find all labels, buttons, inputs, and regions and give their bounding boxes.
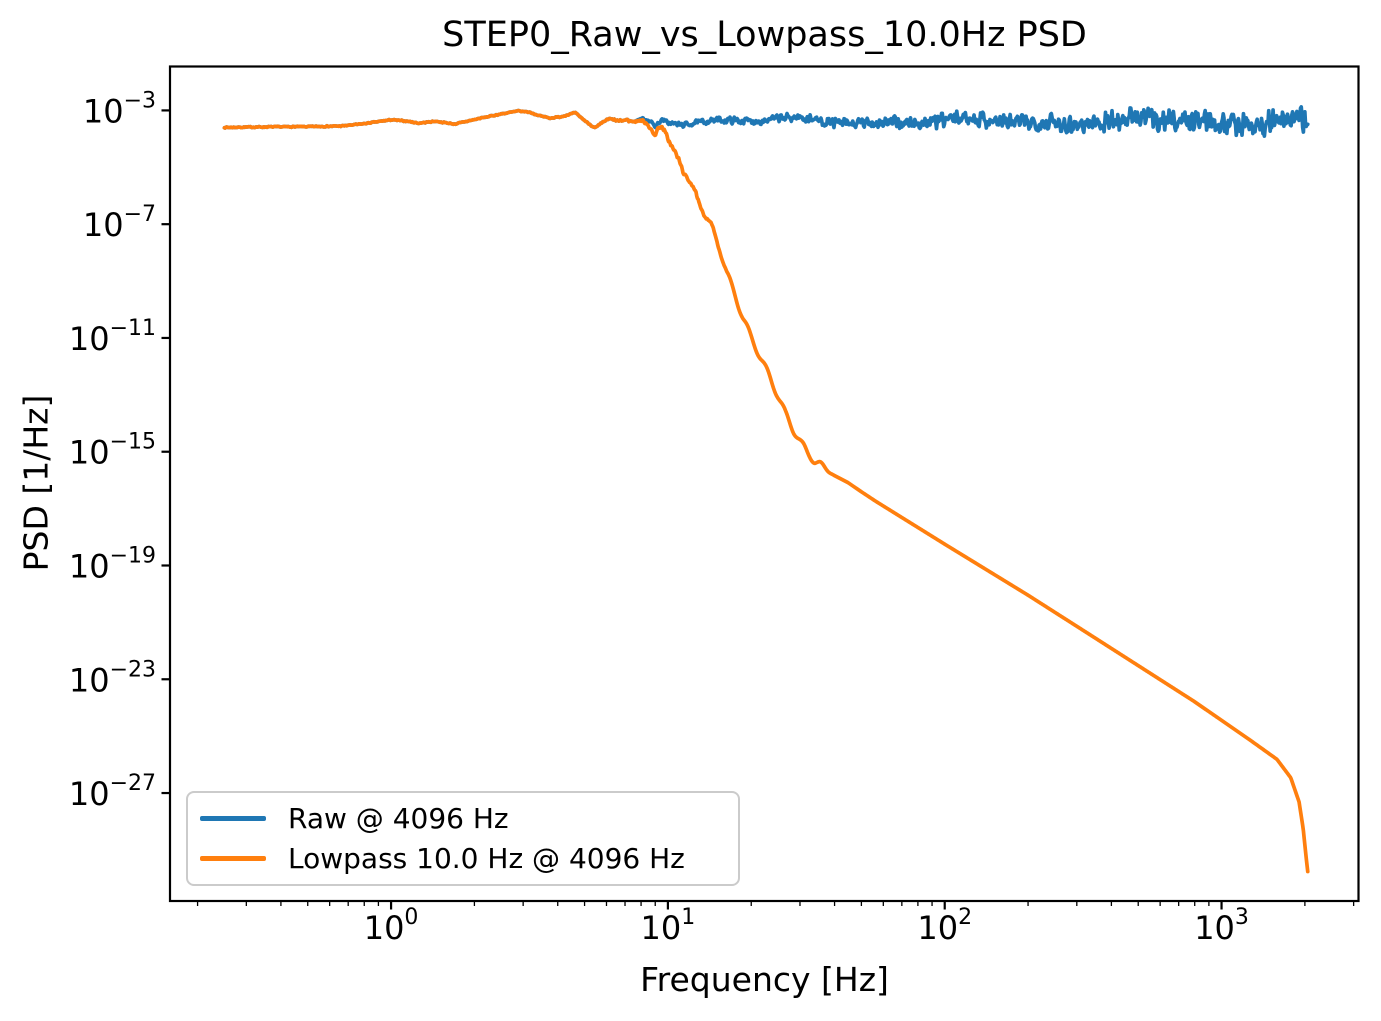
y-tick-label: 10−3 (83, 88, 156, 130)
y-tick-label: 10−7 (83, 202, 156, 244)
raw-series-swatch-line (200, 815, 266, 821)
y-tick-label: 10−15 (69, 430, 156, 472)
legend-label-lowpass: Lowpass 10.0 Hz @ 4096 Hz (288, 842, 685, 876)
x-tick-label: 102 (917, 905, 972, 947)
y-tick-label: 10−27 (69, 771, 156, 813)
lowpass-series-line (222, 108, 1310, 874)
plot-frame (168, 65, 1360, 903)
legend-row-lowpass: Lowpass 10.0 Hz @ 4096 Hz (188, 842, 738, 875)
y-tick-label: 10−23 (69, 657, 156, 699)
lowpass-series-swatch-line (200, 856, 266, 862)
x-tick-label: 103 (1194, 905, 1249, 947)
y-axis-ticks: 10−3 10−7 10−11 10−15 10−19 10−23 10−27 (69, 88, 170, 813)
legend-row-raw: Raw @ 4096 Hz (188, 802, 738, 835)
y-tick-label: 10−11 (69, 316, 156, 358)
series-lines (222, 105, 1310, 874)
x-tick-label: 100 (364, 905, 419, 947)
x-axis-label: Frequency [Hz] (640, 960, 889, 999)
y-tick-label: 10−19 (69, 543, 156, 585)
legend-label-raw: Raw @ 4096 Hz (288, 801, 509, 835)
x-tick-label: 101 (641, 905, 696, 947)
x-axis-ticks: 100 101 102 103 (196, 901, 1355, 947)
legend: Raw @ 4096 Hz Lowpass 10.0 Hz @ 4096 Hz (186, 791, 740, 886)
chart-title: STEP0_Raw_vs_Lowpass_10.0Hz PSD (442, 15, 1087, 55)
